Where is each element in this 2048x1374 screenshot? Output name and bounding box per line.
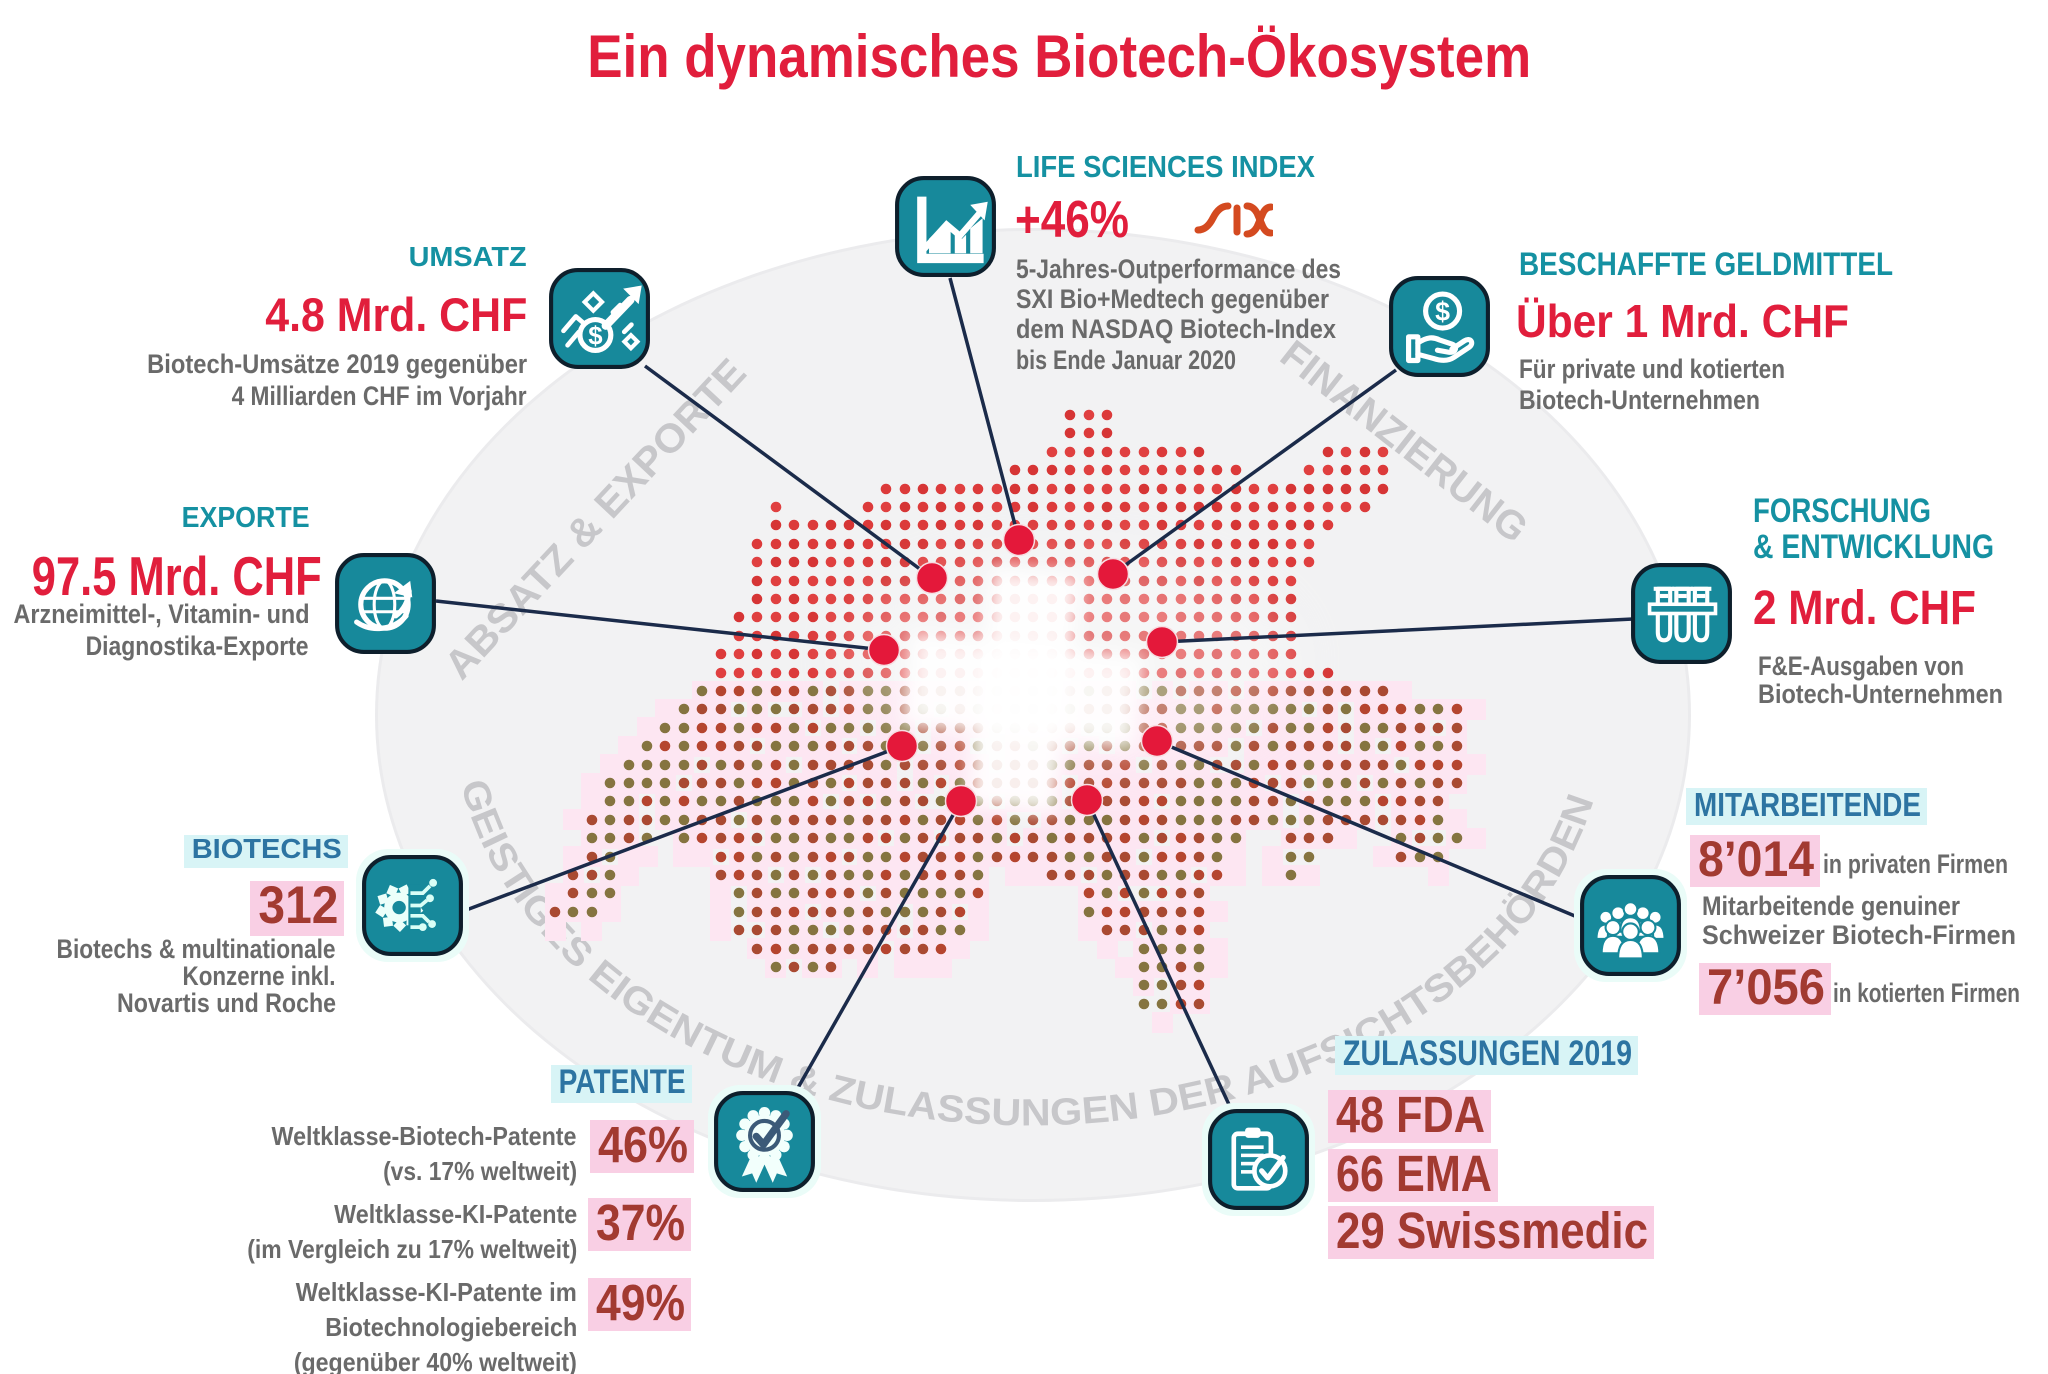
svg-text:$: $	[588, 322, 602, 350]
svg-text:$: $	[1435, 296, 1450, 326]
